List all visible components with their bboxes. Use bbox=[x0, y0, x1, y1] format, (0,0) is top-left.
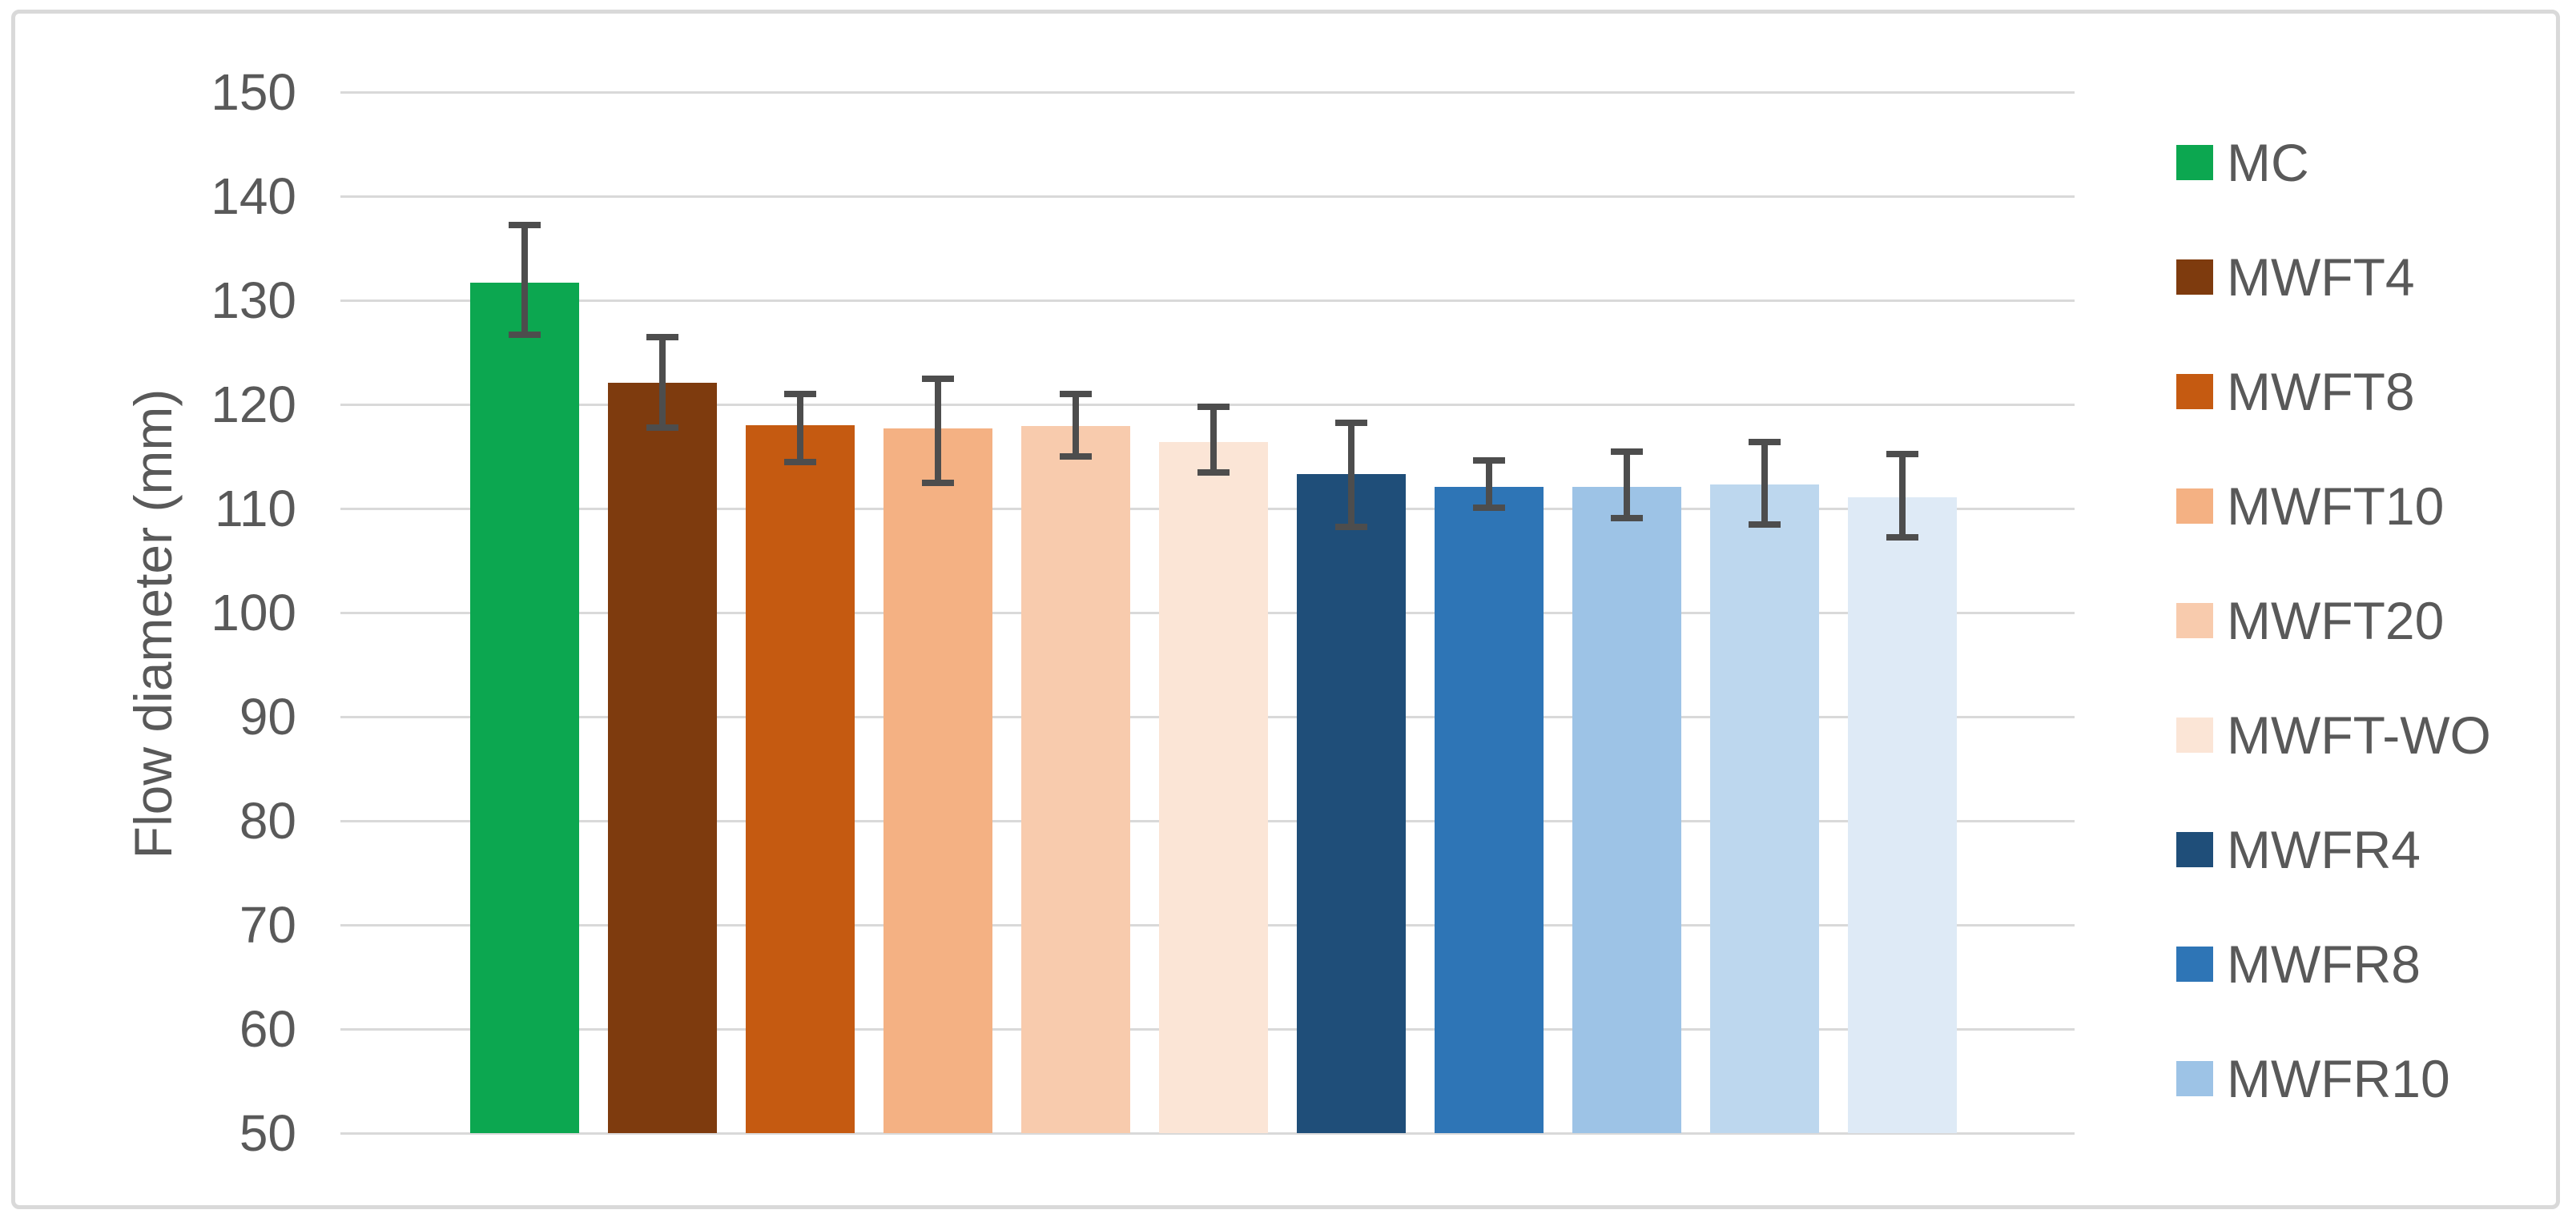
error-bar-11 bbox=[1899, 454, 1906, 538]
error-bar-MWFT-WO bbox=[1210, 406, 1217, 472]
error-cap-top bbox=[1197, 403, 1230, 410]
legend-label-MWFT20: MWFT20 bbox=[2227, 591, 2445, 650]
legend-swatch-MWFR4 bbox=[2176, 832, 2213, 867]
error-cap-top bbox=[922, 375, 954, 382]
error-cap-top bbox=[1886, 451, 1918, 458]
error-cap-top bbox=[646, 333, 678, 340]
gridline bbox=[340, 91, 2075, 94]
error-cap-top bbox=[509, 222, 541, 229]
error-cap-bottom bbox=[1886, 534, 1918, 541]
bar-MWFR4[interactable] bbox=[1297, 474, 1406, 1133]
error-cap-bottom bbox=[1335, 524, 1367, 531]
bar-MWFR10[interactable] bbox=[1572, 486, 1681, 1133]
y-tick-label: 150 bbox=[211, 63, 296, 121]
y-tick-label: 50 bbox=[239, 1104, 296, 1162]
legend-swatch-MWFT8 bbox=[2176, 374, 2213, 409]
bar-MWFT4[interactable] bbox=[608, 382, 717, 1133]
bar-MWFT10[interactable] bbox=[883, 428, 992, 1133]
bar-11[interactable] bbox=[1848, 496, 1957, 1133]
legend-label-MWFR8: MWFR8 bbox=[2227, 935, 2421, 994]
legend-label-MWFT4: MWFT4 bbox=[2227, 247, 2415, 307]
y-tick-label: 90 bbox=[239, 688, 296, 746]
legend-swatch-MWFT10 bbox=[2176, 488, 2213, 524]
y-tick-label: 110 bbox=[214, 480, 296, 537]
y-tick-label: 120 bbox=[211, 376, 296, 433]
error-cap-bottom bbox=[1060, 453, 1092, 460]
chart-frame: Flow diameter (mm) 150 140 130 120 110 100 90 8… bbox=[11, 10, 2560, 1209]
legend-swatch-MWFR10 bbox=[2176, 1061, 2213, 1096]
bar-MC[interactable] bbox=[470, 282, 579, 1133]
error-bar-MWFR8 bbox=[1486, 460, 1492, 508]
error-cap-bottom bbox=[1611, 514, 1643, 521]
legend-swatch-MWFT-WO bbox=[2176, 718, 2213, 753]
error-bar-MWFT8 bbox=[797, 394, 803, 462]
error-cap-top bbox=[1749, 438, 1781, 445]
error-bar-MWFR10 bbox=[1624, 451, 1630, 518]
legend-swatch-MC bbox=[2176, 145, 2213, 180]
error-cap-top bbox=[1611, 448, 1643, 455]
error-cap-bottom bbox=[922, 479, 954, 486]
legend-label-MWFT-WO: MWFT-WO bbox=[2227, 705, 2491, 765]
error-cap-bottom bbox=[1473, 504, 1505, 511]
y-tick-label: 70 bbox=[239, 896, 296, 954]
error-bar-MWFT10 bbox=[935, 378, 941, 483]
legend-swatch-MWFR8 bbox=[2176, 947, 2213, 982]
error-cap-bottom bbox=[509, 331, 541, 338]
y-tick-label: 60 bbox=[239, 1000, 296, 1058]
error-bar-MWFT4 bbox=[659, 336, 666, 428]
bar-MWFT8[interactable] bbox=[746, 425, 855, 1133]
error-cap-bottom bbox=[1749, 521, 1781, 528]
bar-10[interactable] bbox=[1710, 484, 1819, 1133]
bar-MWFT20[interactable] bbox=[1021, 426, 1130, 1133]
bar-MWFT-WO[interactable] bbox=[1159, 441, 1268, 1133]
error-cap-top bbox=[1060, 391, 1092, 397]
error-cap-top bbox=[1473, 457, 1505, 464]
legend-label-MWFR10: MWFR10 bbox=[2227, 1049, 2450, 1108]
error-cap-top bbox=[784, 391, 816, 397]
gridline bbox=[340, 1132, 2075, 1135]
error-bar-MC bbox=[521, 225, 528, 335]
error-cap-bottom bbox=[784, 458, 816, 465]
legend-label-MWFT8: MWFT8 bbox=[2227, 362, 2415, 421]
legend-label-MWFR4: MWFR4 bbox=[2227, 820, 2421, 879]
gridline bbox=[340, 299, 2075, 302]
error-bar-MWFT20 bbox=[1073, 394, 1079, 456]
y-tick-label: 100 bbox=[211, 584, 296, 641]
error-cap-top bbox=[1335, 420, 1367, 427]
bar-MWFR8[interactable] bbox=[1435, 486, 1544, 1133]
y-tick-label: 130 bbox=[211, 271, 296, 329]
error-bar-10 bbox=[1761, 441, 1768, 525]
legend-label-MWFT10: MWFT10 bbox=[2227, 476, 2445, 536]
error-cap-bottom bbox=[1197, 468, 1230, 476]
legend-label-MC: MC bbox=[2227, 133, 2309, 192]
error-bar-MWFR4 bbox=[1348, 423, 1354, 528]
legend-swatch-MWFT20 bbox=[2176, 603, 2213, 638]
error-cap-bottom bbox=[646, 424, 678, 431]
y-tick-label: 80 bbox=[239, 792, 296, 850]
y-tick-label: 140 bbox=[211, 167, 296, 225]
gridline bbox=[340, 195, 2075, 198]
legend-swatch-MWFT4 bbox=[2176, 259, 2213, 295]
